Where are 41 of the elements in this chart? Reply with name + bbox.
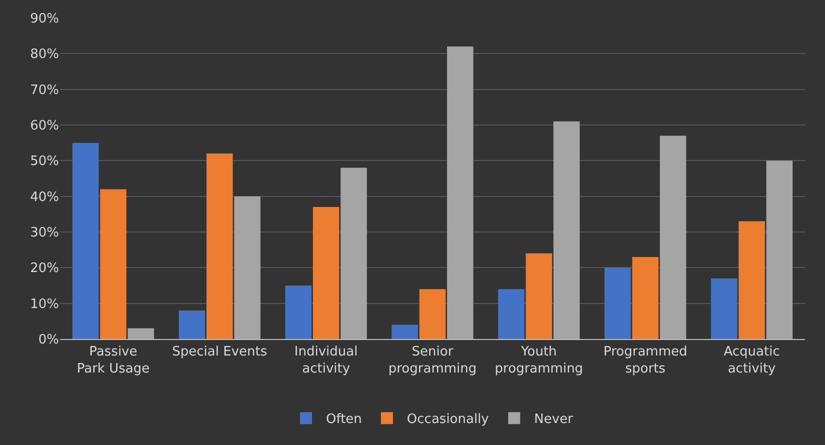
- legend-label: Never: [534, 412, 574, 428]
- bar: [553, 121, 580, 339]
- x-tick-label: Youth programming: [494, 344, 584, 376]
- bar: [604, 268, 631, 339]
- bar: [72, 142, 99, 339]
- y-tick-label: 30%: [30, 226, 59, 241]
- bar: [526, 253, 552, 339]
- bar: [100, 189, 126, 339]
- y-tick-label: 50%: [30, 154, 59, 170]
- y-tick-label: 0%: [38, 332, 59, 348]
- bar: [340, 168, 367, 339]
- bar: [128, 328, 154, 339]
- y-tick-label: 10%: [30, 296, 59, 312]
- bar: [766, 160, 793, 339]
- bar: [178, 310, 206, 339]
- bar: [392, 324, 418, 339]
- y-tick-label: 20%: [30, 261, 59, 276]
- bar: [660, 136, 686, 339]
- bar: [632, 256, 658, 339]
- x-tick-label: Passive Park Usage: [76, 344, 150, 376]
- x-tick-label: Special Events: [172, 344, 268, 360]
- bar: [738, 221, 765, 339]
- y-tick-label: 40%: [30, 190, 59, 205]
- y-tick-label: 60%: [30, 118, 59, 134]
- x-tick-label: Acquatic activity: [724, 344, 780, 376]
- y-tick-label: 90%: [30, 12, 59, 27]
- bar: [419, 289, 446, 339]
- bar: [312, 207, 340, 339]
- y-tick-label: 80%: [30, 47, 59, 62]
- bar: [234, 196, 260, 339]
- bar: [206, 154, 233, 339]
- x-tick-label: Programmed sports: [603, 344, 688, 376]
- legend-label: Occasionally: [406, 412, 490, 428]
- y-tick-label: 70%: [30, 82, 59, 98]
- bar: [447, 46, 474, 339]
- x-tick-label: Senior programming: [388, 344, 477, 376]
- legend-label: Often: [326, 412, 362, 428]
- bar: [710, 278, 738, 339]
- bar: [498, 289, 524, 339]
- bar: [285, 286, 312, 339]
- x-tick-label: Individual activity: [294, 344, 358, 376]
